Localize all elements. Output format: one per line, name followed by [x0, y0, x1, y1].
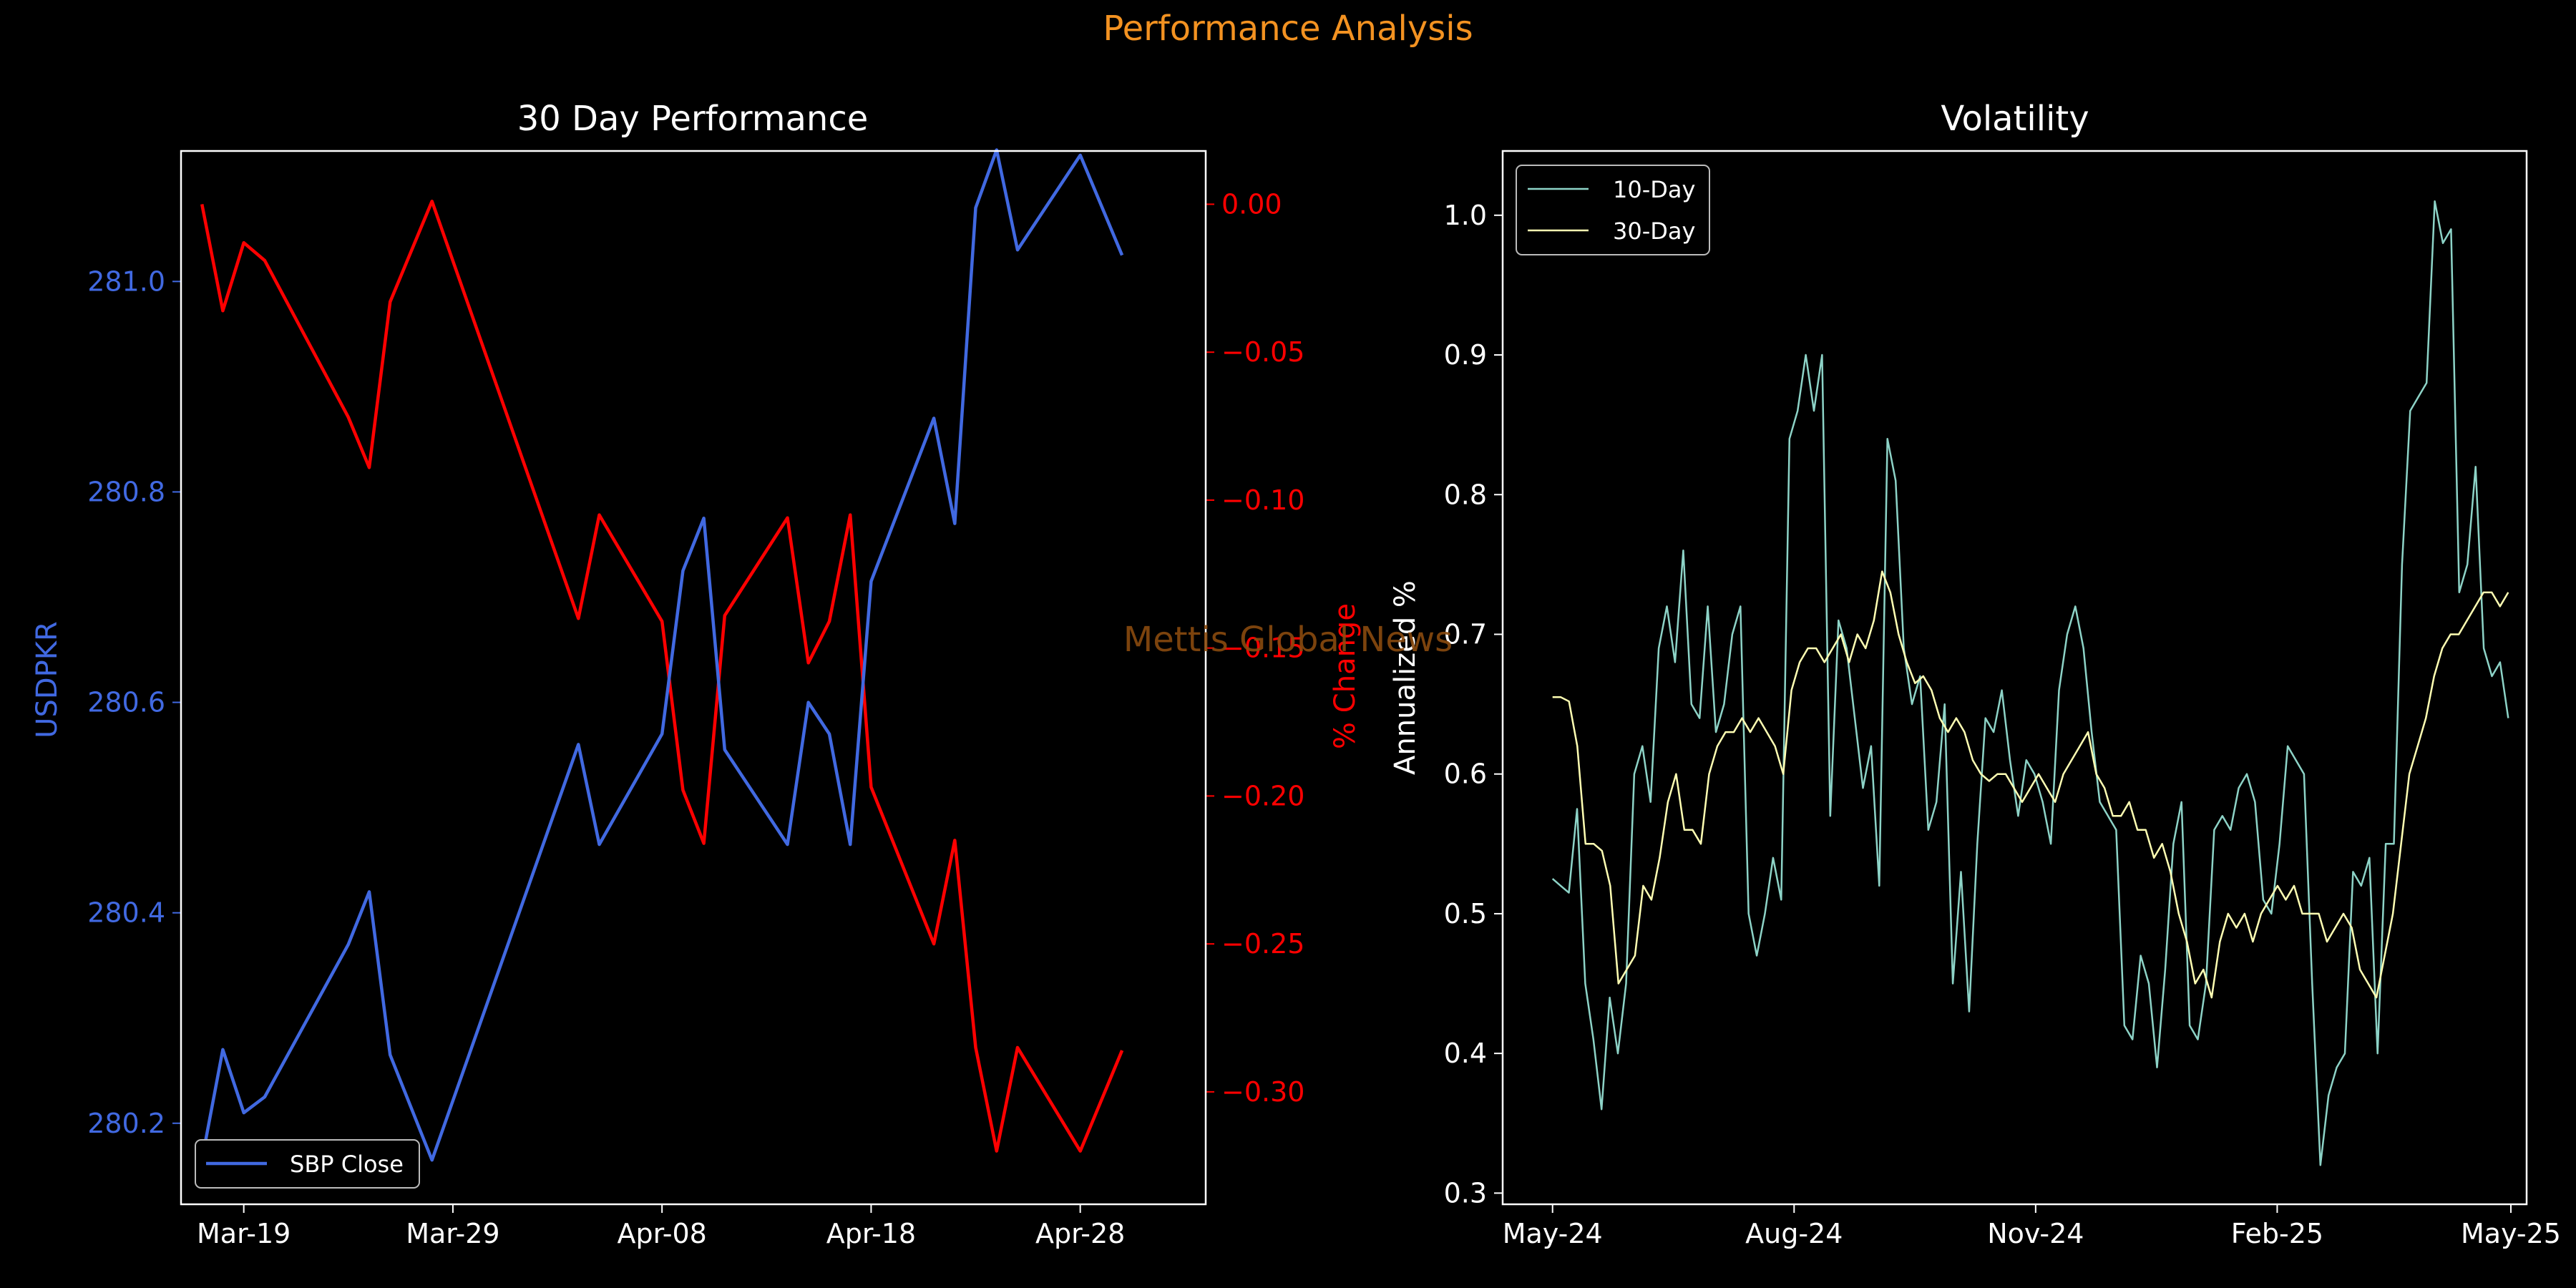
- performance-right-tick-label: 0.00: [1221, 188, 1282, 220]
- volatility-x-tick-label: Aug-24: [1745, 1218, 1843, 1249]
- volatility-y-tick-label: 0.9: [1444, 339, 1487, 371]
- volatility-y-tick-label: 1.0: [1444, 200, 1487, 231]
- performance-x-tick-label: Apr-08: [617, 1218, 706, 1249]
- volatility-30day-series-line: [1552, 570, 2509, 999]
- performance-x-tick-label: Apr-18: [826, 1218, 916, 1249]
- performance-left-tick-label: 281.0: [87, 265, 165, 297]
- volatility-chart-marks: May-24 Aug-24 Nov-24 Feb-25 May-25 0.3 0.4 0.5 0…: [1444, 200, 2561, 1249]
- performance-x-tick-label: Mar-29: [406, 1218, 499, 1249]
- volatility-plot-frame: [1501, 150, 2528, 1206]
- volatility-chart: Volatility Annualized % May-24 Aug-24 Nov-…: [1389, 99, 2561, 1249]
- performance-legend: SBP Close: [195, 1139, 420, 1189]
- performance-chart-marks: Mar-19 Mar-29 Apr-08 Apr-18 Apr-28 280.2 280.4…: [87, 148, 1304, 1249]
- volatility-legend-entry-30day: 30-Day: [1613, 218, 1695, 245]
- volatility-y-tick-label: 0.6: [1444, 758, 1487, 790]
- performance-legend-box: [195, 1139, 420, 1189]
- volatility-x-tick-label: May-25: [2461, 1218, 2561, 1249]
- performance-right-tick-label: −0.20: [1221, 780, 1304, 811]
- sbp-close-series-line: [200, 148, 1124, 1162]
- volatility-y-tick-label: 0.5: [1444, 898, 1487, 930]
- performance-right-tick-label: −0.30: [1221, 1076, 1304, 1108]
- performance-chart: 30 Day Performance USDPKR % Change Mar-1…: [31, 99, 1362, 1249]
- performance-left-axis-label: USDPKR: [31, 621, 64, 738]
- volatility-x-tick-label: May-24: [1503, 1218, 1603, 1249]
- performance-right-tick-label: −0.15: [1221, 633, 1304, 664]
- volatility-y-tick-label: 0.3: [1444, 1177, 1487, 1209]
- performance-left-tick-label: 280.4: [87, 897, 165, 929]
- volatility-chart-title: Volatility: [1941, 99, 2089, 139]
- volatility-x-tick-label: Nov-24: [1987, 1218, 2084, 1249]
- volatility-y-tick-label: 0.8: [1444, 479, 1487, 510]
- performance-left-tick-label: 280.8: [87, 476, 165, 507]
- performance-right-tick-label: −0.05: [1221, 336, 1304, 368]
- volatility-x-tick-label: Feb-25: [2231, 1218, 2323, 1249]
- watermark: Mettis Global News: [1123, 620, 1453, 660]
- volatility-y-tick-label: 0.4: [1444, 1038, 1487, 1069]
- volatility-y-axis-label: Annualized %: [1389, 580, 1422, 775]
- pct-change-series-line: [200, 200, 1124, 1153]
- volatility-legend: 10-Day 30-Day: [1516, 165, 1710, 255]
- volatility-legend-entry-10day: 10-Day: [1613, 176, 1695, 203]
- volatility-y-tick-label: 0.7: [1444, 618, 1487, 650]
- performance-plot-frame: [180, 150, 1207, 1206]
- performance-x-tick-label: Mar-19: [197, 1218, 291, 1249]
- performance-right-tick-label: −0.25: [1221, 928, 1304, 960]
- volatility-10day-series-line: [1551, 200, 2509, 1166]
- performance-left-tick-label: 280.2: [87, 1108, 165, 1139]
- figure-title: Performance Analysis: [1103, 9, 1473, 49]
- volatility-legend-box: [1516, 165, 1710, 255]
- performance-x-tick-label: Apr-28: [1035, 1218, 1125, 1249]
- performance-chart-title: 30 Day Performance: [517, 99, 869, 139]
- performance-left-tick-label: 280.6: [87, 687, 165, 718]
- performance-right-tick-label: −0.10: [1221, 484, 1304, 516]
- performance-right-axis-label: % Change: [1329, 603, 1362, 749]
- performance-legend-entry: SBP Close: [290, 1151, 404, 1178]
